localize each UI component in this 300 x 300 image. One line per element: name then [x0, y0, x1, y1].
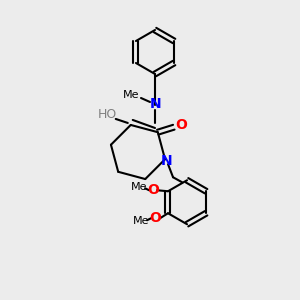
Text: Me: Me	[131, 182, 147, 192]
Text: O: O	[149, 211, 161, 225]
Text: N: N	[150, 97, 162, 111]
Text: Me: Me	[133, 216, 149, 226]
Text: O: O	[175, 118, 187, 132]
Text: Me: Me	[123, 90, 139, 100]
Text: N: N	[161, 154, 173, 168]
Text: O: O	[147, 183, 159, 197]
Text: HO: HO	[98, 109, 117, 122]
